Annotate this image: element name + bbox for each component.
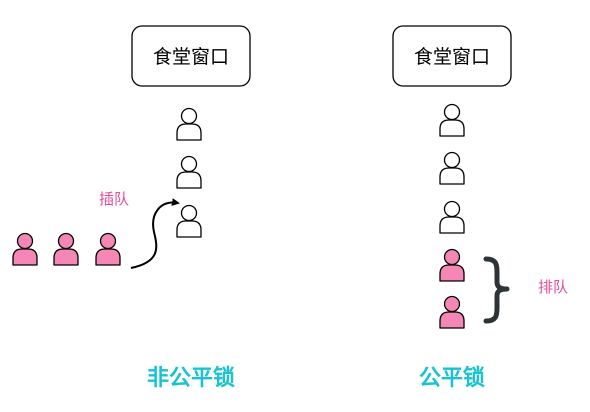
left-window-box: 食堂窗口: [131, 25, 251, 87]
person-icon: [176, 155, 202, 189]
left-caption: 非公平锁: [147, 365, 235, 391]
right-window-box: 食堂窗口: [392, 25, 512, 87]
left-window-label: 食堂窗口: [153, 46, 229, 68]
person-icon: [95, 232, 121, 266]
left-queue: [176, 107, 202, 238]
queue-jumpers: [12, 232, 121, 266]
person-icon: [176, 107, 202, 141]
queue-label: 排队: [538, 278, 568, 296]
person-icon: [439, 151, 465, 185]
person-icon: [439, 248, 465, 282]
person-icon: [12, 232, 38, 266]
person-icon: [53, 232, 79, 266]
right-queue: [439, 103, 465, 329]
right-window-label: 食堂窗口: [414, 46, 490, 68]
person-icon: [439, 295, 465, 329]
cut-in-label: 插队: [99, 190, 129, 208]
right-caption: 公平锁: [419, 365, 485, 391]
person-icon: [439, 103, 465, 137]
right-brace-icon: [483, 256, 510, 324]
person-icon: [176, 204, 202, 238]
person-icon: [439, 200, 465, 234]
curved-arrow-icon: [130, 198, 180, 269]
